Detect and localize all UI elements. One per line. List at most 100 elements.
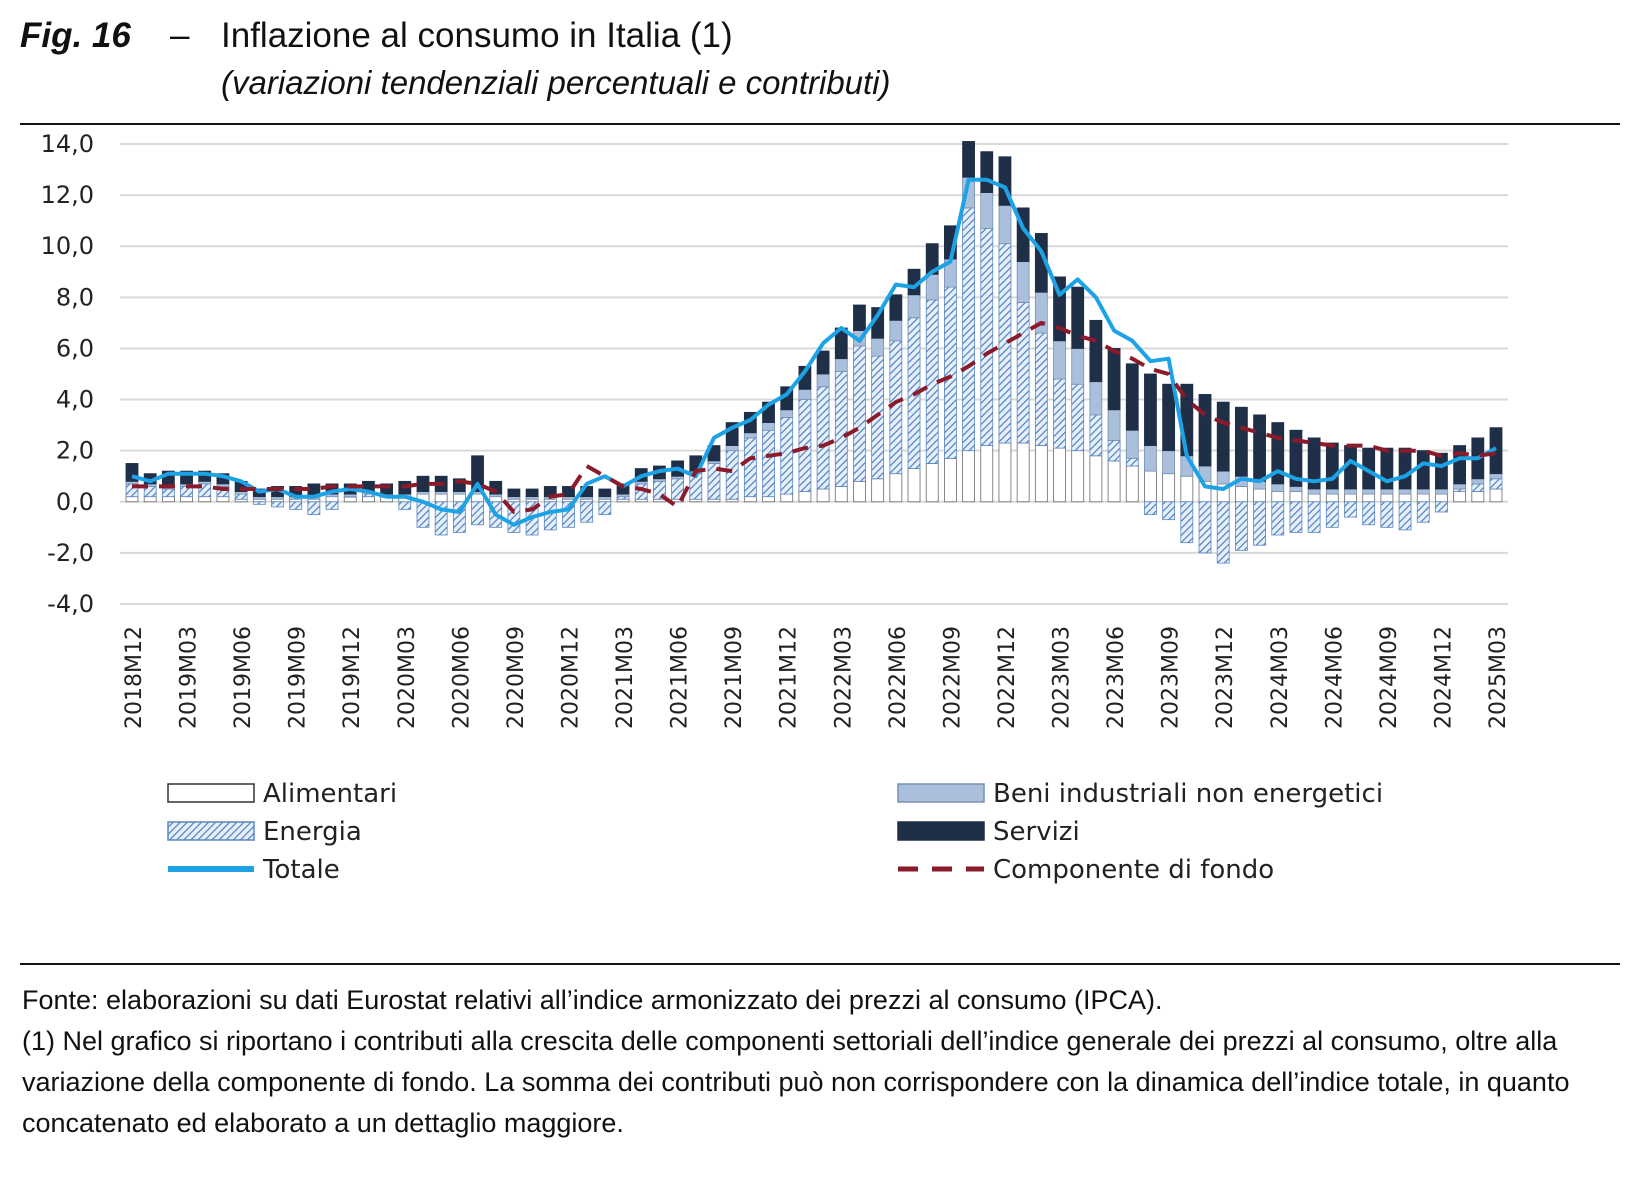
figure-title: Inflazione al consumo in Italia (1) [221, 16, 733, 55]
bar-segment-alimentari [1362, 493, 1376, 503]
bar-segment-alimentari [1071, 450, 1085, 503]
x-tick-label: 2023M03 [1050, 626, 1075, 729]
x-tick-label: 2020M12 [558, 626, 583, 729]
bar-segment-servizi [1253, 414, 1266, 482]
figure-number: Fig. 16 [20, 16, 131, 55]
bar-segment-beni-industriali-non-energetici [1162, 450, 1176, 475]
x-tick-label: 2021M03 [613, 626, 638, 729]
bar-segment-servizi [1398, 447, 1412, 490]
bar-segment-beni-industriali-non-energetici [1380, 488, 1394, 495]
bar-segment-energia [1053, 378, 1066, 449]
x-tick-label: 2020M09 [504, 626, 529, 729]
bar-segment-energia [271, 501, 284, 508]
bar-segment-beni-industriali-non-energetici [1071, 348, 1085, 385]
x-tick-label: 2022M03 [831, 626, 856, 729]
bar-segment-energia [1180, 501, 1194, 544]
bar-segment-alimentari [889, 473, 903, 503]
line-componente-di-fondo [132, 320, 1497, 514]
bar-segment-beni-industriali-non-energetici [1307, 488, 1321, 495]
y-tick-label: 10,0 [41, 232, 94, 260]
bar-segment-beni-industriali-non-energetici [998, 204, 1012, 245]
bar-segment-alimentari [1180, 475, 1194, 503]
x-tick-label: 2020M06 [449, 626, 474, 729]
bar-segment-beni-industriali-non-energetici [1216, 470, 1230, 485]
bar-segment-alimentari [434, 493, 448, 503]
x-tick-label: 2019M12 [340, 626, 365, 729]
top-rule [20, 123, 1620, 125]
bar-segment-alimentari [180, 496, 193, 503]
bar-segment-energia [1489, 478, 1503, 490]
bar-segment-energia [1289, 501, 1303, 533]
x-axis-ticks: 2018M12 2019M03 2019M06 2019M09 2019M12 2020M… [122, 626, 1511, 729]
bar-segment-alimentari [1471, 491, 1485, 503]
bar-segment-servizi [1071, 286, 1085, 349]
bar-segment-alimentari [834, 486, 848, 503]
x-tick-label: 2022M12 [995, 626, 1020, 729]
legend-swatch [897, 821, 985, 841]
y-tick-label: 6,0 [56, 334, 94, 362]
bar-segment-energia [853, 345, 866, 482]
bar-segment-energia [543, 501, 557, 531]
bar-segment-beni-industriali-non-energetici [816, 373, 830, 388]
bar-segment-beni-industriali-non-energetici [743, 432, 757, 439]
x-tick-label: 2024M12 [1431, 626, 1456, 729]
y-axis-ticks: 14,0 12,0 10,0 8,0 6,0 4,0 2,0 0,0 -2,0 -4,0 [41, 130, 94, 618]
bar-segment-alimentari [925, 463, 939, 503]
bar-segment-alimentari [1253, 488, 1266, 503]
x-tick-label: 2021M09 [722, 626, 747, 729]
bar-segment-alimentari [489, 496, 503, 503]
bar-segment-alimentari [1344, 493, 1357, 503]
bar-segment-alimentari [1380, 493, 1394, 503]
bar-segment-beni-industriali-non-energetici [1089, 381, 1103, 416]
bar-segment-energia [1362, 501, 1376, 526]
bar-segment-energia [998, 243, 1012, 444]
bar-segment-energia [962, 207, 975, 452]
bar-segment-energia [780, 417, 794, 495]
bar-segment-alimentari [1398, 493, 1412, 503]
x-tick-label: 2023M06 [1104, 626, 1129, 729]
x-tick-label: 2021M06 [668, 626, 693, 729]
bar-segment-servizi [1107, 348, 1121, 411]
x-tick-label: 2020M03 [395, 626, 420, 729]
bar-segment-servizi [471, 455, 484, 492]
bar-segment-energia [1344, 501, 1357, 518]
bar-segment-energia [834, 371, 848, 487]
bar-segment-alimentari [1289, 491, 1303, 503]
bar-segment-alimentari [161, 496, 175, 503]
y-tick-label: 0,0 [56, 488, 94, 516]
bar-segment-energia [1325, 501, 1339, 528]
bar-segment-energia [762, 429, 775, 498]
bar-segment-servizi [1416, 450, 1430, 490]
bar-segment-energia [743, 437, 757, 498]
bar-segment-servizi [416, 475, 430, 492]
bar-segment-alimentari [1307, 493, 1321, 503]
y-tick-label: 14,0 [41, 130, 94, 158]
bar-segment-alimentari [143, 496, 157, 503]
bar-segment-servizi [380, 483, 394, 495]
bar-segment-energia [307, 501, 321, 515]
bar-segment-servizi [1198, 394, 1212, 467]
bar-segment-energia [1271, 501, 1285, 536]
bar-segment-energia [1307, 501, 1321, 533]
bar-segment-beni-industriali-non-energetici [1398, 488, 1412, 495]
x-tick-label: 2022M06 [886, 626, 911, 729]
bar-segment-servizi [853, 304, 866, 331]
bar-segment-energia [944, 286, 957, 459]
bar-segment-alimentari [325, 496, 339, 503]
legend-label: Alimentari [263, 779, 397, 809]
bar-segment-energia [1089, 414, 1103, 457]
bar-segment-alimentari [198, 496, 212, 503]
bar-segment-alimentari [1271, 491, 1285, 503]
x-tick-label: 2023M12 [1213, 626, 1238, 729]
bar-segment-beni-industriali-non-energetici [1053, 340, 1066, 380]
bar-segment-beni-industriali-non-energetici [925, 273, 939, 301]
bar-segment-servizi [816, 350, 830, 375]
bar-segment-alimentari [962, 450, 975, 503]
line-totale [131, 177, 1497, 527]
inflation-chart: 14,0 12,0 10,0 8,0 6,0 4,0 2,0 0,0 -2,0 -4,0 2018… [41, 130, 1511, 885]
bar-segment-servizi [616, 483, 630, 495]
bar-segment-energia [1416, 501, 1430, 523]
y-tick-label: -4,0 [47, 590, 94, 618]
bar-segment-energia [816, 386, 830, 490]
bar-segment-alimentari [743, 496, 757, 503]
